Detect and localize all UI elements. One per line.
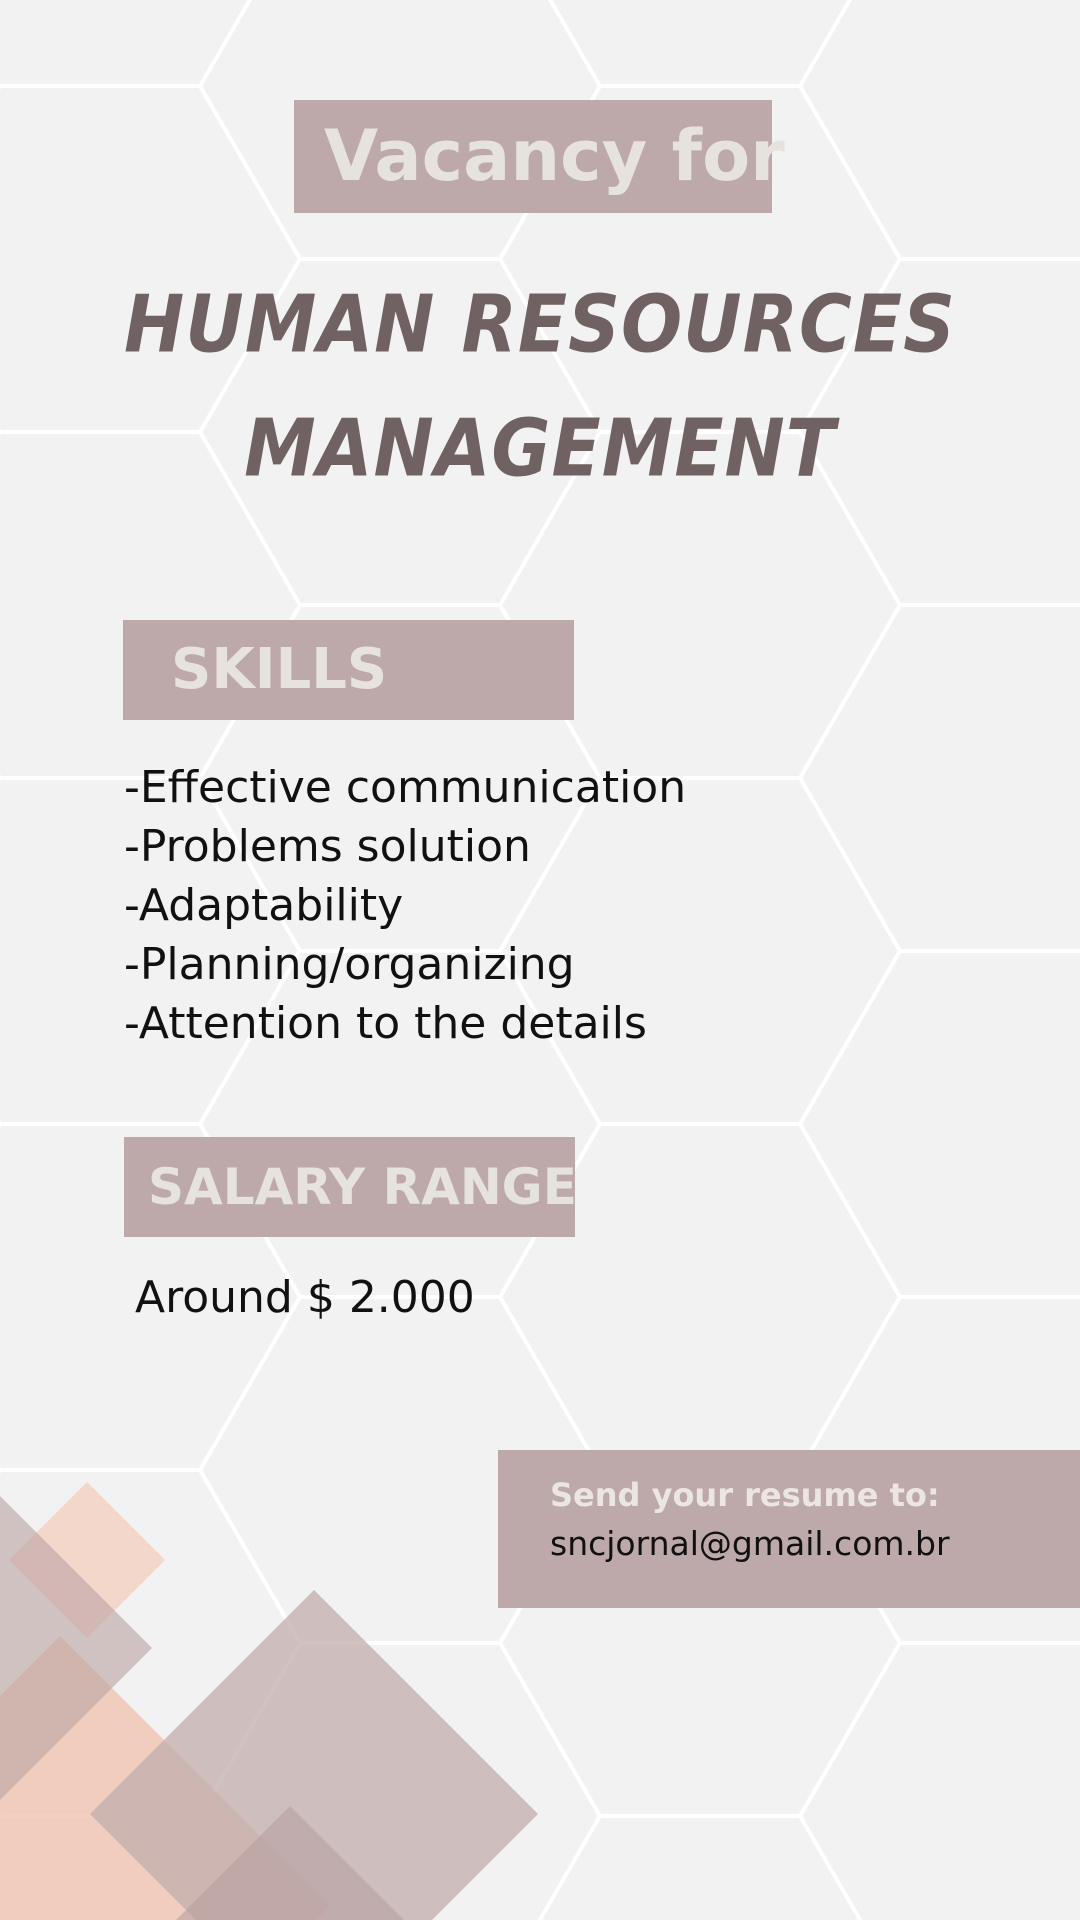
- skill-item: -Planning/organizing: [124, 939, 575, 990]
- salary-value: Around $ 2.000: [135, 1272, 475, 1323]
- job-title-line-1: HUMAN RESOURCES: [124, 277, 956, 371]
- contact-box: Send your resume to: sncjornal@gmail.com…: [498, 1450, 1080, 1608]
- contact-label: Send your resume to:: [550, 1476, 940, 1514]
- job-title-line-2: MANAGEMENT: [244, 401, 836, 495]
- skill-item: -Adaptability: [124, 880, 404, 931]
- vacancy-tag: Vacancy for: [294, 100, 785, 213]
- contact-email: sncjornal@gmail.com.br: [550, 1524, 950, 1563]
- skill-item: -Problems solution: [124, 821, 531, 872]
- skills-heading: SKILLS: [123, 620, 574, 720]
- salary-heading: SALARY RANGE: [124, 1137, 577, 1237]
- skill-item: -Attention to the details: [124, 998, 647, 1049]
- skill-item: -Effective communication: [124, 762, 687, 813]
- skills-list: -Effective communication -Problems solut…: [124, 758, 686, 1053]
